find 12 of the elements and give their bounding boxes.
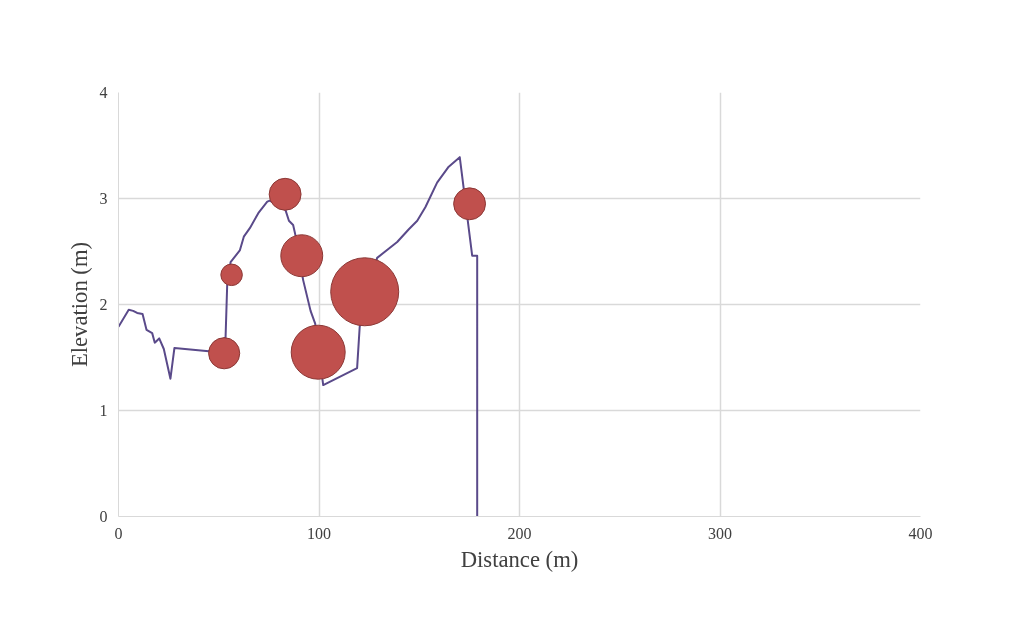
x-tick-label: 0 — [114, 524, 123, 542]
x-tick-label: 300 — [708, 524, 732, 542]
y-axis-title: Elevation (m) — [66, 241, 92, 368]
y-tick-label: 4 — [99, 84, 108, 101]
x-tick-label: 200 — [507, 524, 532, 542]
y-tick-label: 2 — [99, 296, 108, 313]
y-tick-label: 3 — [99, 190, 108, 207]
y-tick-label: 1 — [99, 402, 108, 419]
y-tick-label: 0 — [99, 508, 108, 525]
x-tick-label: 100 — [307, 524, 331, 542]
x-tick-label: 400 — [908, 524, 933, 542]
x-axis-title: Distance (m) — [460, 546, 579, 572]
